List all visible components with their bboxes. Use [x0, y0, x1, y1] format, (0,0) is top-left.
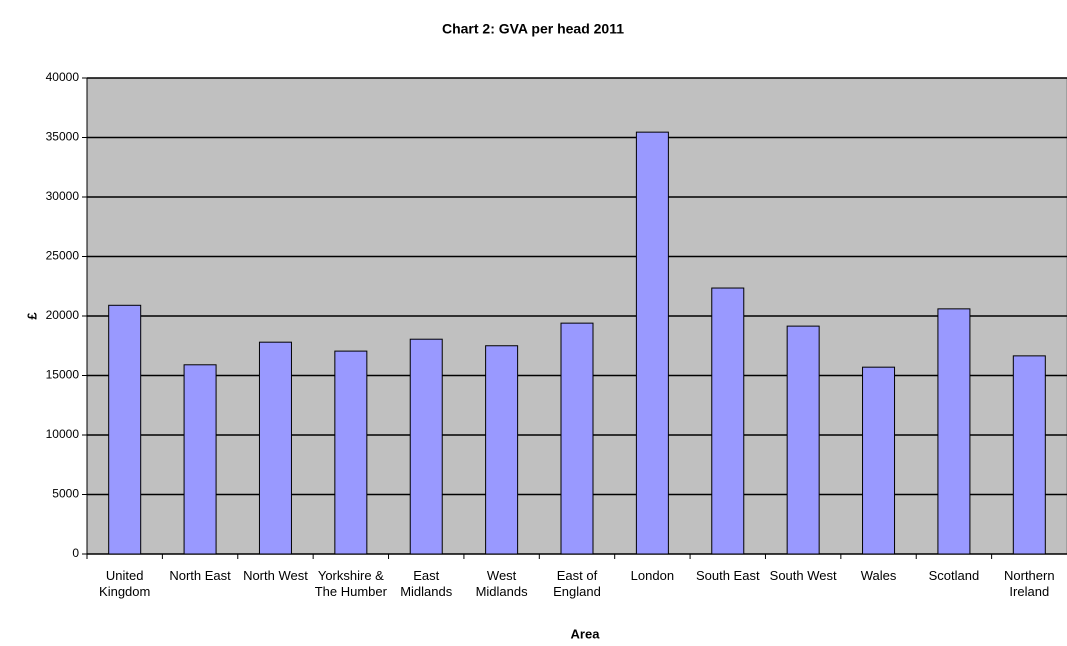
- x-tick-label: United Kingdom: [99, 568, 151, 599]
- bar: [108, 304, 142, 555]
- x-tick-label: Scotland: [928, 568, 980, 583]
- bar: [258, 341, 292, 555]
- x-tick-label: Northern Ireland: [1004, 568, 1055, 599]
- y-tick-label: 15000: [46, 368, 80, 382]
- y-axis-title: £: [24, 312, 39, 320]
- y-tick-label: 40000: [46, 70, 80, 84]
- y-tick-label: 25000: [46, 249, 80, 263]
- chart-title: Chart 2: GVA per head 2011: [442, 21, 624, 37]
- x-tick-label: South West: [769, 568, 837, 583]
- x-tick-label: West Midlands: [475, 568, 528, 599]
- x-tick-label: East of England: [553, 568, 601, 599]
- x-tick-label: London: [630, 568, 675, 583]
- y-tick-label: 20000: [46, 308, 80, 322]
- bar: [862, 366, 896, 555]
- bar: [485, 345, 519, 555]
- y-tick-label: 0: [72, 546, 79, 560]
- x-tick-label: North West: [243, 568, 308, 583]
- x-tick-label: South East: [695, 568, 760, 583]
- y-tick-label: 35000: [46, 130, 80, 144]
- bar: [560, 322, 594, 555]
- bar: [409, 338, 443, 555]
- x-axis-title: Area: [571, 626, 601, 641]
- y-tick-label: 30000: [46, 189, 80, 203]
- bar: [937, 308, 971, 555]
- x-tick-label: Wales: [860, 568, 897, 583]
- x-tick-label: North East: [169, 568, 231, 583]
- bar: [635, 131, 669, 555]
- y-tick-label: 5000: [52, 487, 79, 501]
- bar: [1012, 355, 1046, 555]
- x-tick-label: East Midlands: [400, 568, 453, 599]
- bar: [786, 325, 820, 555]
- y-tick-label: 10000: [46, 427, 80, 441]
- bar: [334, 350, 368, 555]
- bar: [711, 287, 745, 555]
- x-tick-label: Yorkshire & The Humber: [314, 568, 387, 599]
- bar: [183, 364, 217, 555]
